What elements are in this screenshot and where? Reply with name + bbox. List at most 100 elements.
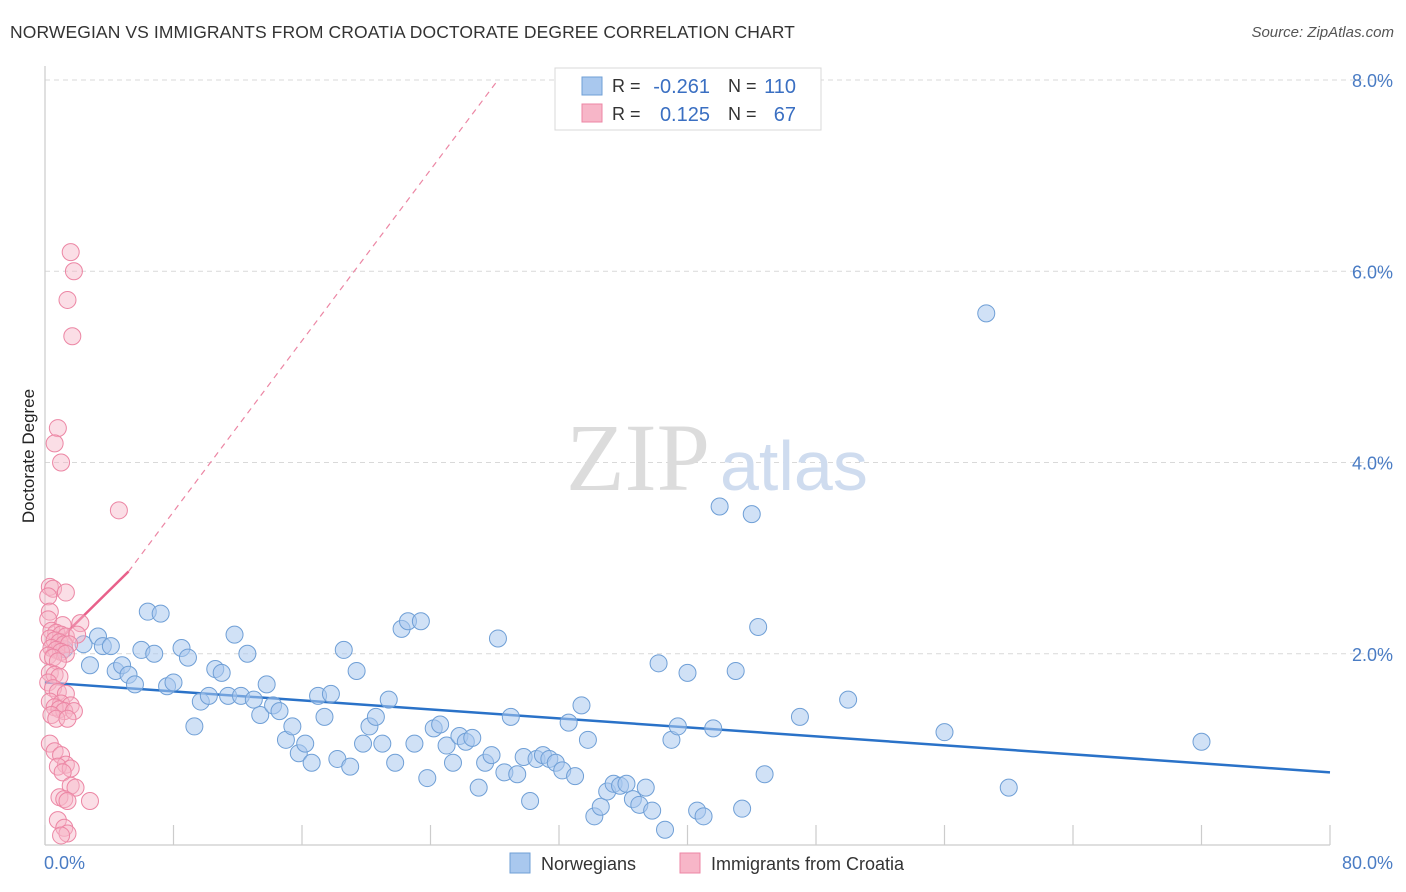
point-norwegian (101, 637, 120, 656)
point-norwegian (283, 717, 302, 736)
point-norwegian (591, 797, 610, 816)
point-norwegian (742, 505, 761, 524)
point-croatia (53, 763, 72, 782)
y-axis-label: Doctorate Degree (19, 389, 38, 523)
point-croatia (53, 616, 72, 635)
stats-n-label-1: N = (728, 76, 757, 96)
point-croatia (40, 692, 59, 711)
point-norwegian (578, 730, 597, 749)
point-norwegian (704, 719, 723, 738)
point-norwegian (199, 686, 218, 705)
watermark: ZIP atlas (566, 404, 868, 511)
y-tick-label: 8.0% (1352, 71, 1393, 91)
grid (45, 79, 1390, 655)
legend-swatch-norwegians (509, 852, 531, 874)
stats-legend-box: R = -0.261 N = 110 R = 0.125 N = 67 (554, 67, 822, 131)
point-norwegian (636, 778, 655, 797)
x-tick-label-min: 0.0% (44, 853, 85, 873)
stats-r-value-1: -0.261 (653, 76, 710, 98)
point-norwegian (649, 654, 668, 673)
point-norwegian (521, 792, 540, 811)
point-norwegian (74, 635, 93, 654)
point-norwegian (839, 690, 858, 709)
point-croatia (52, 453, 71, 472)
point-croatia (58, 709, 77, 728)
point-norwegian (270, 702, 289, 721)
trend-line-croatia (44, 570, 130, 655)
point-norwegian (790, 707, 809, 726)
point-norwegian (366, 707, 385, 726)
point-norwegian (469, 778, 488, 797)
watermark-atlas: atlas (720, 427, 868, 505)
point-norwegian (559, 713, 578, 732)
stats-r-value-2: 0.125 (660, 104, 710, 126)
legend-label-croatia: Immigrants from Croatia (711, 854, 905, 874)
stats-swatch-blue (581, 76, 603, 96)
stats-r-label-2: R = (612, 104, 641, 124)
point-norwegian (178, 648, 197, 667)
x-tick-label-max: 80.0% (1342, 853, 1393, 873)
point-norwegian (617, 774, 636, 793)
point-norwegian (225, 625, 244, 644)
point-norwegian (151, 604, 170, 623)
point-norwegian (405, 734, 424, 753)
point-croatia (48, 811, 67, 830)
point-norwegian (334, 640, 353, 659)
point-croatia (39, 673, 58, 692)
source-credit: Source: ZipAtlas.com (1251, 24, 1394, 41)
point-norwegian (373, 734, 392, 753)
point-norwegian (508, 765, 527, 784)
point-norwegian (488, 629, 507, 648)
point-norwegian (656, 820, 675, 839)
point-norwegian (244, 690, 263, 709)
point-norwegian (341, 757, 360, 776)
point-norwegian (321, 684, 340, 703)
point-norwegian (443, 753, 462, 772)
trend-line-croatia-extended (128, 79, 499, 572)
tick-labels: 2.0% 4.0% 6.0% 8.0% 0.0% 80.0% (44, 71, 1393, 873)
point-norwegian (185, 717, 204, 736)
point-norwegian (710, 497, 729, 516)
scatter-points (39, 243, 1211, 845)
point-norwegian (977, 304, 996, 323)
point-norwegian (386, 753, 405, 772)
point-croatia (61, 243, 80, 262)
point-croatia (66, 778, 85, 797)
point-norwegian (749, 617, 768, 636)
point-norwegian (315, 707, 334, 726)
point-norwegian (418, 769, 437, 788)
point-norwegian (80, 656, 99, 675)
point-croatia (80, 792, 99, 811)
point-norwegian (733, 799, 752, 818)
point-croatia (58, 792, 77, 811)
point-croatia (56, 583, 75, 602)
point-norwegian (437, 736, 456, 755)
point-norwegian (296, 734, 315, 753)
point-norwegian (354, 734, 373, 753)
point-croatia (64, 262, 83, 281)
chart-title: NORWEGIAN VS IMMIGRANTS FROM CROATIA DOC… (10, 22, 795, 42)
watermark-zip: ZIP (566, 404, 710, 511)
y-tick-label: 2.0% (1352, 645, 1393, 665)
stats-swatch-pink (581, 103, 603, 123)
point-norwegian (501, 707, 520, 726)
point-norwegian (668, 717, 687, 736)
point-norwegian (1192, 732, 1211, 751)
point-croatia (63, 327, 82, 346)
point-croatia (64, 702, 83, 721)
point-croatia (40, 577, 59, 596)
stats-n-label-2: N = (728, 104, 757, 124)
point-norwegian (145, 644, 164, 663)
point-norwegian (463, 728, 482, 747)
point-croatia (109, 501, 128, 520)
point-norwegian (212, 663, 231, 682)
stats-r-label-1: R = (612, 76, 641, 96)
point-norwegian (726, 661, 745, 680)
point-norwegian (694, 807, 713, 826)
point-croatia (48, 419, 67, 438)
point-norwegian (251, 705, 270, 724)
point-croatia (55, 790, 74, 809)
axes (44, 66, 1331, 846)
point-norwegian (164, 673, 183, 692)
